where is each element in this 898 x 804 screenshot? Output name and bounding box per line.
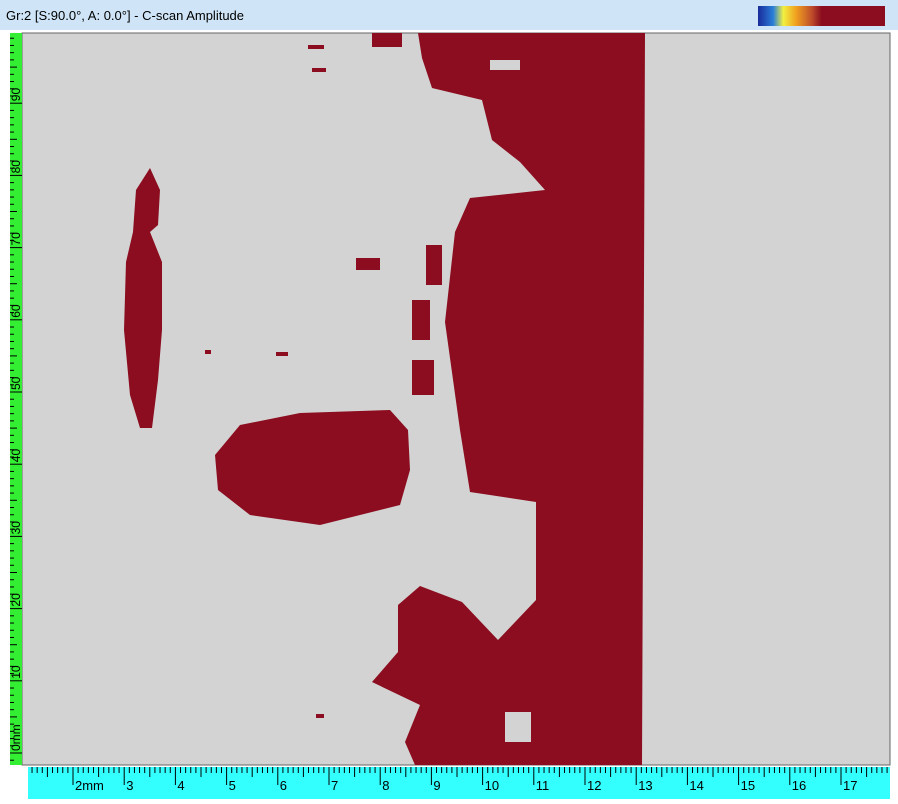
indication <box>308 45 324 49</box>
ruler-label: 10 <box>9 665 23 679</box>
ruler-label: 60 <box>9 304 23 318</box>
gaps <box>470 60 531 742</box>
ruler-label: 5 <box>229 778 236 793</box>
indication <box>215 410 410 525</box>
ruler-label: 30 <box>9 521 23 535</box>
ruler-label: 10 <box>485 778 499 793</box>
bottom-ruler-labels: 2mm 3 4 5 6 7 8 9 10 11 12 13 14 15 16 17 <box>75 778 857 793</box>
gap <box>505 712 531 742</box>
indication <box>426 245 442 285</box>
ruler-label: 50 <box>9 376 23 390</box>
ruler-label: 13 <box>638 778 652 793</box>
bottom-ruler-ticks <box>31 767 888 785</box>
ruler-label: 15 <box>741 778 755 793</box>
ruler-label: 12 <box>587 778 601 793</box>
ruler-label: 80 <box>9 160 23 174</box>
indication <box>124 168 162 428</box>
indication <box>316 714 324 718</box>
indication <box>356 258 380 270</box>
left-ruler-labels: 0mm 10 20 30 40 50 60 70 80 90 <box>9 88 23 751</box>
ruler-label: 4 <box>177 778 184 793</box>
color-palette <box>758 6 885 26</box>
indication <box>205 350 211 354</box>
window-title: Gr:2 [S:90.0°, A: 0.0°] - C-scan Amplitu… <box>6 8 244 23</box>
bottom-ruler <box>28 767 890 799</box>
ruler-label: 17 <box>843 778 857 793</box>
ruler-label: 11 <box>536 778 550 793</box>
ruler-label: 3 <box>126 778 133 793</box>
title-bar <box>0 0 898 30</box>
indication <box>412 300 430 340</box>
indication <box>412 360 434 395</box>
gap <box>490 60 520 70</box>
ruler-label: 6 <box>280 778 287 793</box>
ruler-label: 16 <box>792 778 806 793</box>
indication <box>372 33 645 765</box>
ruler-label: 40 <box>9 449 23 463</box>
ruler-label: 8 <box>382 778 389 793</box>
ruler-label: 0mm <box>9 724 23 751</box>
left-ruler-ticks <box>10 37 22 761</box>
ruler-label: 7 <box>331 778 338 793</box>
indication <box>372 33 402 47</box>
left-ruler <box>10 33 22 765</box>
ruler-label: 70 <box>9 232 23 246</box>
indication <box>312 68 326 72</box>
ruler-label: 9 <box>433 778 440 793</box>
indications <box>124 33 645 765</box>
gap <box>470 570 510 590</box>
ruler-label: 20 <box>9 593 23 607</box>
ruler-label: 90 <box>9 88 23 102</box>
ruler-label: 2mm <box>75 778 104 793</box>
ruler-label: 14 <box>689 778 703 793</box>
indication <box>276 352 288 356</box>
